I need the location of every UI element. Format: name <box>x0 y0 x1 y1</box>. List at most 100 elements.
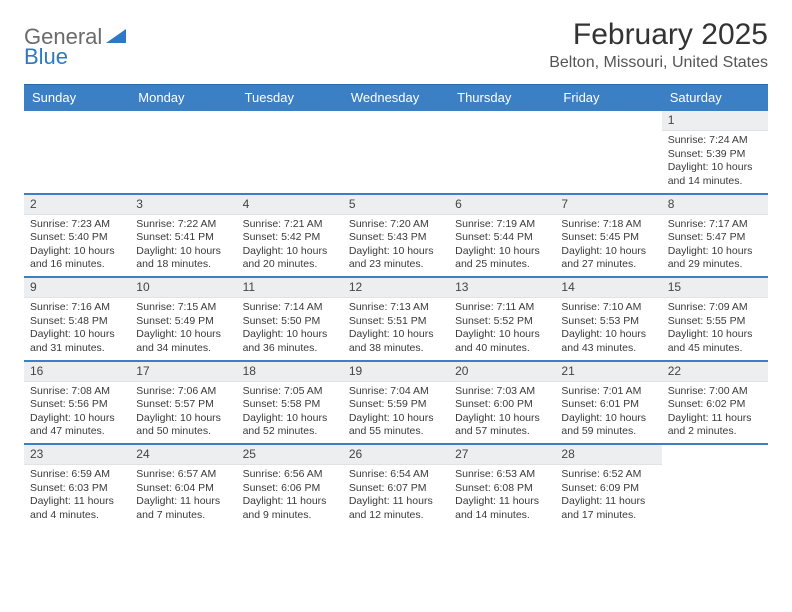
sunrise-text: Sunrise: 6:52 AM <box>561 468 655 481</box>
day-cell: 4Sunrise: 7:21 AMSunset: 5:42 PMDaylight… <box>237 195 343 277</box>
daylight-text: Daylight: 10 hours <box>243 328 337 341</box>
calendar-header: General February 2025 Belton, Missouri, … <box>24 18 768 72</box>
day-body: Sunrise: 7:15 AMSunset: 5:49 PMDaylight:… <box>130 298 236 360</box>
sunrise-text: Sunrise: 7:08 AM <box>30 385 124 398</box>
day-body: Sunrise: 6:54 AMSunset: 6:07 PMDaylight:… <box>343 465 449 527</box>
sunset-text: Sunset: 5:56 PM <box>30 398 124 411</box>
daylight-text: Daylight: 11 hours <box>668 412 762 425</box>
day-number: 25 <box>237 445 343 465</box>
sunrise-text: Sunrise: 7:19 AM <box>455 218 549 231</box>
dayhead-sun: Sunday <box>24 85 130 111</box>
sunset-text: Sunset: 6:01 PM <box>561 398 655 411</box>
daylight-text: and 12 minutes. <box>349 509 443 522</box>
daylight-text: and 38 minutes. <box>349 342 443 355</box>
sunrise-text: Sunrise: 7:04 AM <box>349 385 443 398</box>
sunset-text: Sunset: 6:08 PM <box>455 482 549 495</box>
day-body: Sunrise: 7:23 AMSunset: 5:40 PMDaylight:… <box>24 215 130 277</box>
daylight-text: Daylight: 10 hours <box>668 245 762 258</box>
week-row: 1Sunrise: 7:24 AMSunset: 5:39 PMDaylight… <box>24 111 768 193</box>
day-number: 5 <box>343 195 449 215</box>
daylight-text: and 14 minutes. <box>455 509 549 522</box>
location-text: Belton, Missouri, United States <box>549 54 768 72</box>
brand-triangle-icon <box>106 27 126 48</box>
daylight-text: and 2 minutes. <box>668 425 762 438</box>
day-body: Sunrise: 6:59 AMSunset: 6:03 PMDaylight:… <box>24 465 130 527</box>
day-cell: 2Sunrise: 7:23 AMSunset: 5:40 PMDaylight… <box>24 195 130 277</box>
sunset-text: Sunset: 5:44 PM <box>455 231 549 244</box>
sunrise-text: Sunrise: 7:23 AM <box>30 218 124 231</box>
daylight-text: and 27 minutes. <box>561 258 655 271</box>
week-row: 16Sunrise: 7:08 AMSunset: 5:56 PMDayligh… <box>24 360 768 444</box>
day-number: 16 <box>24 362 130 382</box>
sunrise-text: Sunrise: 7:10 AM <box>561 301 655 314</box>
day-header-row: Sunday Monday Tuesday Wednesday Thursday… <box>24 84 768 111</box>
dayhead-tue: Tuesday <box>237 85 343 111</box>
day-cell: 27Sunrise: 6:53 AMSunset: 6:08 PMDayligh… <box>449 445 555 527</box>
day-number: 27 <box>449 445 555 465</box>
daylight-text: Daylight: 10 hours <box>455 245 549 258</box>
sunrise-text: Sunrise: 7:00 AM <box>668 385 762 398</box>
sunset-text: Sunset: 5:41 PM <box>136 231 230 244</box>
month-title: February 2025 <box>549 18 768 52</box>
day-cell: 10Sunrise: 7:15 AMSunset: 5:49 PMDayligh… <box>130 278 236 360</box>
daylight-text: Daylight: 10 hours <box>136 412 230 425</box>
day-cell: 17Sunrise: 7:06 AMSunset: 5:57 PMDayligh… <box>130 362 236 444</box>
day-cell: 28Sunrise: 6:52 AMSunset: 6:09 PMDayligh… <box>555 445 661 527</box>
day-cell: 7Sunrise: 7:18 AMSunset: 5:45 PMDaylight… <box>555 195 661 277</box>
day-cell: 5Sunrise: 7:20 AMSunset: 5:43 PMDaylight… <box>343 195 449 277</box>
day-number: 17 <box>130 362 236 382</box>
day-body: Sunrise: 7:10 AMSunset: 5:53 PMDaylight:… <box>555 298 661 360</box>
day-number: 4 <box>237 195 343 215</box>
day-body: Sunrise: 7:01 AMSunset: 6:01 PMDaylight:… <box>555 382 661 444</box>
day-body: Sunrise: 7:17 AMSunset: 5:47 PMDaylight:… <box>662 215 768 277</box>
daylight-text: and 20 minutes. <box>243 258 337 271</box>
sunset-text: Sunset: 5:48 PM <box>30 315 124 328</box>
sunrise-text: Sunrise: 7:13 AM <box>349 301 443 314</box>
sunset-text: Sunset: 5:58 PM <box>243 398 337 411</box>
daylight-text: and 50 minutes. <box>136 425 230 438</box>
day-number: 20 <box>449 362 555 382</box>
sunrise-text: Sunrise: 7:24 AM <box>668 134 762 147</box>
day-body: Sunrise: 7:14 AMSunset: 5:50 PMDaylight:… <box>237 298 343 360</box>
day-body: Sunrise: 7:21 AMSunset: 5:42 PMDaylight:… <box>237 215 343 277</box>
day-cell: 1Sunrise: 7:24 AMSunset: 5:39 PMDaylight… <box>662 111 768 193</box>
daylight-text: Daylight: 10 hours <box>136 245 230 258</box>
day-number: 10 <box>130 278 236 298</box>
sunset-text: Sunset: 5:53 PM <box>561 315 655 328</box>
sunrise-text: Sunrise: 7:16 AM <box>30 301 124 314</box>
daylight-text: and 45 minutes. <box>668 342 762 355</box>
daylight-text: Daylight: 10 hours <box>349 245 443 258</box>
day-number: 19 <box>343 362 449 382</box>
day-cell <box>449 111 555 193</box>
sunset-text: Sunset: 6:03 PM <box>30 482 124 495</box>
sunset-text: Sunset: 5:49 PM <box>136 315 230 328</box>
day-body: Sunrise: 7:09 AMSunset: 5:55 PMDaylight:… <box>662 298 768 360</box>
sunrise-text: Sunrise: 7:03 AM <box>455 385 549 398</box>
daylight-text: Daylight: 10 hours <box>668 328 762 341</box>
day-body: Sunrise: 7:05 AMSunset: 5:58 PMDaylight:… <box>237 382 343 444</box>
day-cell: 13Sunrise: 7:11 AMSunset: 5:52 PMDayligh… <box>449 278 555 360</box>
sunrise-text: Sunrise: 7:20 AM <box>349 218 443 231</box>
daylight-text: Daylight: 10 hours <box>349 412 443 425</box>
day-number: 13 <box>449 278 555 298</box>
day-body: Sunrise: 6:53 AMSunset: 6:08 PMDaylight:… <box>449 465 555 527</box>
day-number: 2 <box>24 195 130 215</box>
day-body: Sunrise: 7:11 AMSunset: 5:52 PMDaylight:… <box>449 298 555 360</box>
sunset-text: Sunset: 5:51 PM <box>349 315 443 328</box>
day-body: Sunrise: 7:13 AMSunset: 5:51 PMDaylight:… <box>343 298 449 360</box>
daylight-text: and 34 minutes. <box>136 342 230 355</box>
daylight-text: Daylight: 10 hours <box>349 328 443 341</box>
daylight-text: Daylight: 11 hours <box>30 495 124 508</box>
sunrise-text: Sunrise: 7:01 AM <box>561 385 655 398</box>
day-body: Sunrise: 7:03 AMSunset: 6:00 PMDaylight:… <box>449 382 555 444</box>
sunset-text: Sunset: 5:42 PM <box>243 231 337 244</box>
sunrise-text: Sunrise: 7:09 AM <box>668 301 762 314</box>
sunrise-text: Sunrise: 6:56 AM <box>243 468 337 481</box>
brand-part2: Blue <box>24 44 68 70</box>
day-body: Sunrise: 7:08 AMSunset: 5:56 PMDaylight:… <box>24 382 130 444</box>
day-number: 24 <box>130 445 236 465</box>
daylight-text: and 36 minutes. <box>243 342 337 355</box>
day-number: 11 <box>237 278 343 298</box>
daylight-text: Daylight: 10 hours <box>30 245 124 258</box>
day-number: 23 <box>24 445 130 465</box>
